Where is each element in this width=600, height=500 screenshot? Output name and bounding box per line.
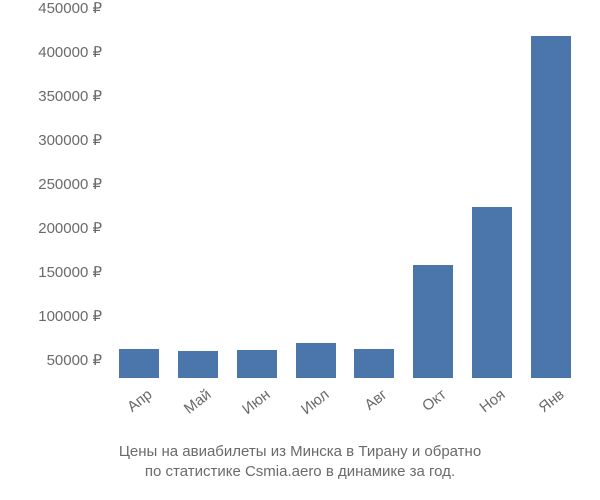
x-tick-label: Июл [298,386,332,418]
bar [413,265,453,378]
bar [296,343,336,378]
x-tick-label: Май [181,386,215,417]
caption-line-2: по статистике Csmia.aero в динамике за г… [145,463,455,480]
x-tick-label: Окт [419,386,449,415]
y-tick-label: 250000 ₽ [38,175,102,193]
y-tick-label: 100000 ₽ [38,307,102,325]
bar [354,349,394,378]
plot-area [110,8,580,378]
y-axis-labels: 50000 ₽ 100000 ₽ 150000 ₽ 200000 ₽ 250000 ₽ 3… [0,8,110,378]
y-tick-label: 400000 ₽ [38,43,102,61]
bar [531,36,571,378]
y-tick-label: 150000 ₽ [38,263,102,281]
y-tick-label: 450000 ₽ [38,0,102,17]
x-tick-label: Июн [239,386,273,418]
chart-caption: Цены на авиабилеты из Минска в Тирану и … [0,442,600,483]
bar [178,351,218,378]
x-tick-label: Апр [125,386,156,416]
price-chart: 50000 ₽ 100000 ₽ 150000 ₽ 200000 ₽ 250000 ₽ 3… [0,0,600,500]
x-axis-labels: Апр Май Июн Июл Авг Окт Ноя Янв [110,378,580,434]
x-tick-label: Ноя [476,386,508,416]
y-tick-label: 200000 ₽ [38,219,102,237]
bar [237,350,277,378]
y-tick-label: 300000 ₽ [38,131,102,149]
y-tick-label: 350000 ₽ [38,87,102,105]
bar [472,207,512,378]
bar [119,349,159,378]
x-tick-label: Янв [535,386,567,416]
caption-line-1: Цены на авиабилеты из Минска в Тирану и … [119,443,481,460]
x-tick-label: Авг [362,386,391,414]
y-tick-label: 50000 ₽ [47,351,102,369]
